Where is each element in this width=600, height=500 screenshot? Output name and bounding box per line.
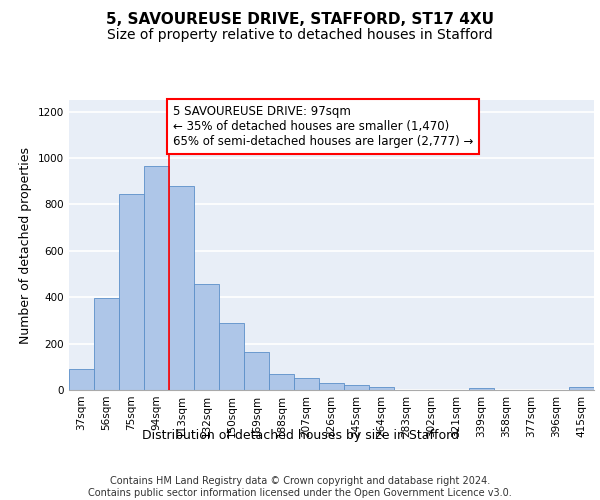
Text: 5 SAVOUREUSE DRIVE: 97sqm
← 35% of detached houses are smaller (1,470)
65% of se: 5 SAVOUREUSE DRIVE: 97sqm ← 35% of detac…: [173, 104, 473, 148]
Y-axis label: Number of detached properties: Number of detached properties: [19, 146, 32, 344]
Text: Size of property relative to detached houses in Stafford: Size of property relative to detached ho…: [107, 28, 493, 42]
Bar: [94, 298, 119, 390]
Bar: [119, 194, 144, 390]
Bar: [469, 388, 494, 390]
Bar: [144, 166, 169, 390]
Bar: [319, 383, 344, 390]
Bar: [244, 352, 269, 390]
Bar: [169, 186, 194, 390]
Bar: [569, 387, 594, 390]
Bar: [369, 387, 394, 390]
Text: 5, SAVOUREUSE DRIVE, STAFFORD, ST17 4XU: 5, SAVOUREUSE DRIVE, STAFFORD, ST17 4XU: [106, 12, 494, 28]
Bar: [294, 378, 319, 390]
Bar: [344, 385, 369, 390]
Text: Distribution of detached houses by size in Stafford: Distribution of detached houses by size …: [142, 428, 458, 442]
Bar: [194, 284, 219, 390]
Bar: [69, 369, 94, 390]
Text: Contains HM Land Registry data © Crown copyright and database right 2024.
Contai: Contains HM Land Registry data © Crown c…: [88, 476, 512, 498]
Bar: [219, 322, 244, 390]
Bar: [269, 374, 294, 390]
